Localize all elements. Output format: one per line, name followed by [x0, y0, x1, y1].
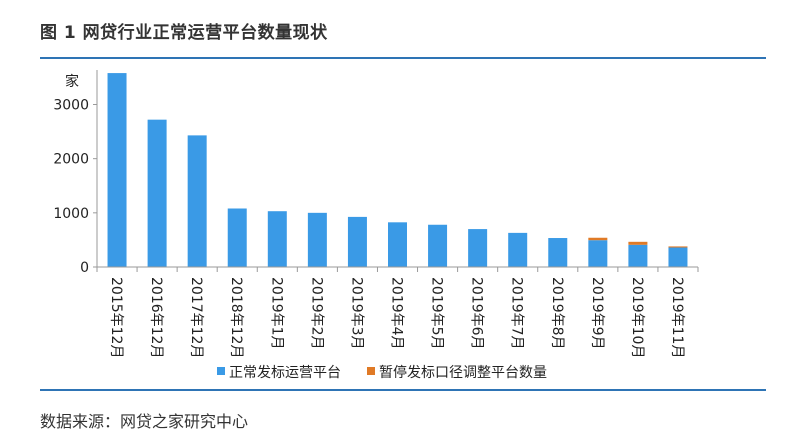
- bar-normal: [307, 212, 327, 267]
- x-tick-label: 2019年9月: [589, 277, 605, 350]
- y-tick-label: 3000: [53, 98, 89, 114]
- x-tick-label: 2019年10月: [629, 277, 645, 358]
- bottom-rule: [40, 389, 766, 391]
- bar-normal: [267, 211, 287, 267]
- x-tick-label: 2019年6月: [469, 277, 485, 350]
- x-tick-label: 2019年8月: [549, 277, 565, 350]
- legend-label: 暂停发标口径调整平台数量: [379, 364, 547, 381]
- bar-normal: [468, 229, 488, 267]
- x-tick-label: 2019年7月: [509, 277, 525, 350]
- y-tick-label: 2000: [53, 152, 89, 168]
- bar-normal: [227, 208, 247, 267]
- x-tick-label: 2019年2月: [308, 277, 324, 350]
- legend-swatch: [367, 367, 375, 375]
- bar-normal: [107, 73, 127, 267]
- bar-normal: [508, 232, 528, 267]
- figure-title: 图 1 网贷行业正常运营平台数量现状: [40, 23, 328, 43]
- bar-normal: [388, 222, 407, 267]
- bars: [107, 73, 688, 268]
- x-tick-label: 2019年5月: [429, 277, 445, 350]
- bar-normal: [347, 216, 367, 267]
- x-axis: 2015年12月 2016年12月 2017年12月 2018年12月 2019年1月 2…: [96, 266, 699, 358]
- bar-suspended: [628, 241, 648, 245]
- x-tick-label: 2019年1月: [268, 277, 284, 350]
- legend-label: 正常发标运营平台: [229, 365, 341, 381]
- x-tick-label: 2015年12月: [108, 277, 124, 358]
- bar-suspended: [668, 246, 688, 248]
- source-note: 数据来源：网贷之家研究中心: [40, 412, 249, 431]
- bar-normal: [588, 240, 608, 267]
- y-axis: 家 0 1000 2000 3000: [53, 70, 98, 276]
- x-tick-label: 2017年12月: [188, 277, 204, 358]
- legend: 正常发标运营平台 暂停发标口径调整平台数量: [217, 364, 547, 381]
- bar-normal: [548, 238, 568, 267]
- top-rule: [40, 57, 766, 59]
- bar-normal: [668, 247, 688, 267]
- y-tick-label: 0: [80, 260, 89, 276]
- x-tick-label: 2016年12月: [148, 277, 164, 358]
- bar-normal: [628, 244, 648, 267]
- x-tick-label: 2019年4月: [389, 277, 405, 350]
- x-tick-label: 2019年11月: [669, 277, 685, 358]
- y-tick-label: 1000: [53, 206, 89, 222]
- bar-normal: [187, 135, 207, 267]
- legend-swatch: [217, 367, 225, 375]
- x-tick-label: 2018年12月: [228, 277, 244, 358]
- x-tick-label: 2019年3月: [348, 277, 364, 350]
- y-axis-unit-label: 家: [65, 73, 79, 90]
- bar-suspended: [588, 237, 608, 241]
- bar-normal: [147, 119, 167, 268]
- bar-normal: [428, 224, 448, 267]
